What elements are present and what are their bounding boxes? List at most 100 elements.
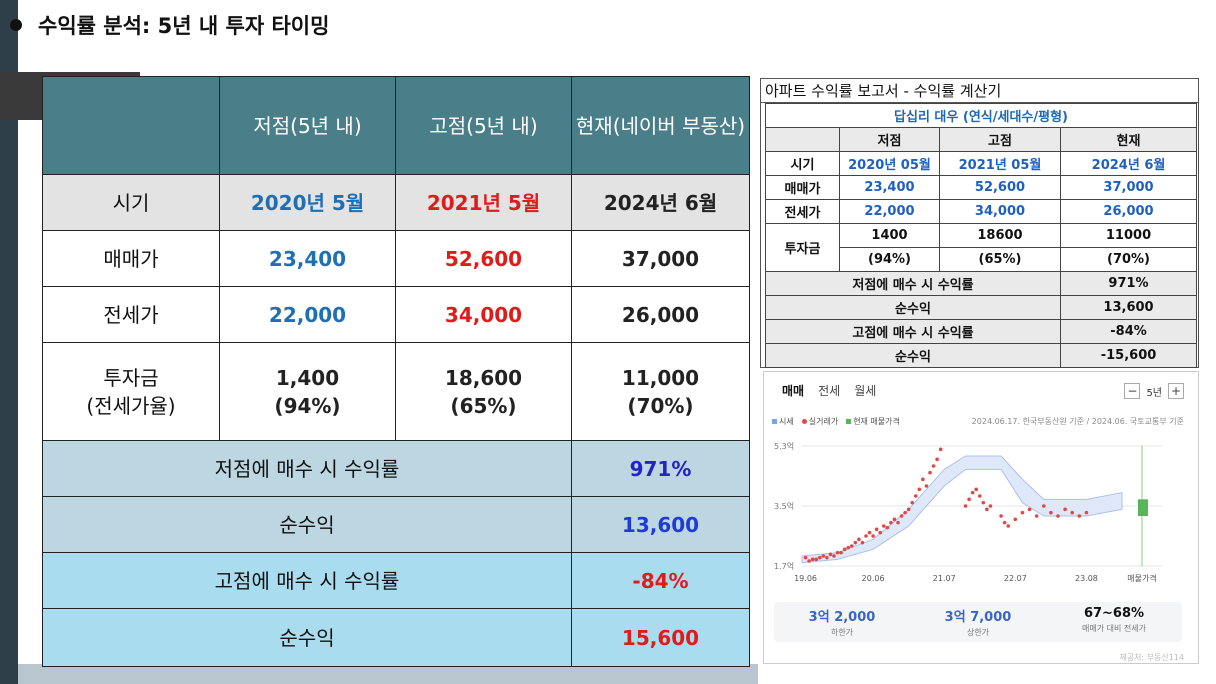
transaction-point xyxy=(924,484,929,488)
cell-now-amount: 11,000 xyxy=(621,365,700,390)
yield-comparison-table: 저점(5년 내) 고점(5년 내) 현재(네이버 부동산) 시기 2020년 5… xyxy=(42,76,750,667)
transaction-point xyxy=(985,507,989,512)
calc-header: 고점 xyxy=(939,127,1061,152)
transaction-point xyxy=(931,464,936,468)
header-empty xyxy=(42,76,220,175)
summary-row-high-yield: 고점에 매수 시 수익률 -84% xyxy=(42,552,750,609)
period-control: − 5년 + xyxy=(1124,383,1184,399)
x-tick-label: 19.06 xyxy=(794,574,817,583)
transaction-point xyxy=(1070,510,1075,515)
transaction-point xyxy=(860,540,865,545)
transaction-point xyxy=(1049,510,1053,515)
header-low: 저점(5년 내) xyxy=(219,76,396,175)
slide-title: 수익률 분석: 5년 내 투자 타이밍 xyxy=(38,14,330,38)
row-label: 투자금 (전세가율) xyxy=(42,342,220,441)
summary-label: 순수익 xyxy=(42,608,572,667)
calc-subtitle: 답십리 대우 (연식/세대수/평형) xyxy=(764,103,1198,128)
calc-cell: 26,000 xyxy=(1059,199,1198,224)
calc-cell: 18600 xyxy=(939,223,1061,248)
cell-high-amount: 18,600 xyxy=(444,365,523,390)
summary-label: 저점에 매수 시 수익률 xyxy=(42,440,572,497)
calc-summary-value: -84% xyxy=(1059,319,1198,344)
transaction-point xyxy=(817,555,822,560)
calc-cell: 11000 xyxy=(1059,223,1198,248)
table-row-invest: 투자금 (전세가율) 1,400 (94%) 18,600 (65%) 11,0… xyxy=(42,342,750,441)
x-tick-label: 21.07 xyxy=(933,574,956,583)
chart-footnote: 제공처: 부동산114 xyxy=(1119,653,1184,662)
transaction-point xyxy=(874,527,879,532)
cell-low: 22,000 xyxy=(219,286,396,343)
transaction-point xyxy=(839,550,843,555)
tab-monthly[interactable]: 월세 xyxy=(854,384,877,398)
slide-decor-bottom xyxy=(18,664,758,684)
calc-row-key: 시기 xyxy=(765,151,840,176)
calc-cell: 2021년 05월 xyxy=(939,151,1061,176)
calc-cell: 1400 xyxy=(839,223,940,248)
summary-value: 13,600 xyxy=(571,496,750,553)
transaction-point xyxy=(921,477,925,482)
bullet-icon xyxy=(10,19,22,31)
row-label: 매매가 xyxy=(42,230,220,287)
transaction-point xyxy=(1020,510,1025,515)
transaction-point xyxy=(899,514,904,518)
summary-value: 15,600 xyxy=(571,608,750,667)
y-tick-label: 5.3억 xyxy=(774,441,794,451)
transaction-point xyxy=(974,487,979,492)
summary-value: -84% xyxy=(571,552,750,609)
calc-row-key: 투자금 xyxy=(765,223,840,272)
calc-cell: 22,000 xyxy=(839,199,940,224)
transaction-point xyxy=(849,544,854,548)
legend-item: 시세 xyxy=(772,416,794,427)
transaction-point xyxy=(1056,514,1060,518)
transaction-point xyxy=(977,494,982,498)
transaction-point xyxy=(938,447,943,452)
transaction-point xyxy=(803,555,808,560)
transaction-point xyxy=(814,557,819,562)
transaction-point xyxy=(864,534,868,538)
calc-row-key: 매매가 xyxy=(765,175,840,200)
calc-summary-key: 저점에 매수 시 수익률 xyxy=(765,271,1061,296)
cell-high: 2021년 5월 xyxy=(395,174,572,231)
transaction-point xyxy=(906,507,911,512)
cell-now: 37,000 xyxy=(571,230,750,287)
transaction-point xyxy=(853,540,858,545)
transaction-point xyxy=(842,547,847,552)
stat-low: 3억 2,000 하한가 xyxy=(808,610,876,637)
legend-item: 실거래가 xyxy=(801,416,838,427)
calc-header: 저점 xyxy=(839,127,940,152)
transaction-point xyxy=(903,510,907,515)
row-label: 시기 xyxy=(42,174,220,231)
transaction-point xyxy=(1084,510,1089,515)
table-header-row: 저점(5년 내) 고점(5년 내) 현재(네이버 부동산) xyxy=(42,76,750,175)
transaction-point xyxy=(970,490,975,495)
x-tick-label: 매물가격 xyxy=(1127,573,1156,583)
tab-jeonse[interactable]: 전세 xyxy=(818,384,841,398)
calc-summary-key: 순수익 xyxy=(765,343,1061,368)
cell-low: 1,400 (94%) xyxy=(219,342,396,441)
cell-high-ratio: (65%) xyxy=(450,393,517,418)
summary-label: 고점에 매수 시 수익률 xyxy=(42,552,572,609)
tab-sale[interactable]: 매매 xyxy=(782,384,805,398)
cell-now: 11,000 (70%) xyxy=(571,342,750,441)
transaction-point xyxy=(913,494,918,498)
calc-summary-value: 971% xyxy=(1059,271,1198,296)
slide-decor-left-outer xyxy=(0,0,18,684)
transaction-point xyxy=(828,552,833,557)
period-label: 5년 xyxy=(1146,387,1162,399)
period-minus-button[interactable]: − xyxy=(1124,383,1141,399)
period-plus-button[interactable]: + xyxy=(1168,383,1184,399)
calc-summary-value: -15,600 xyxy=(1059,343,1198,368)
calc-summary-key: 고점에 매수 시 수익률 xyxy=(765,319,1061,344)
cell-low: 2020년 5월 xyxy=(219,174,396,231)
transaction-point xyxy=(910,500,915,505)
calc-cell: 34,000 xyxy=(939,199,1061,224)
transaction-point xyxy=(810,557,815,562)
x-tick-label: 20.06 xyxy=(862,574,885,583)
transaction-point xyxy=(821,554,826,558)
calc-table: 답십리 대우 (연식/세대수/평형) 저점 고점 현재 시기 2020년 05월… xyxy=(764,103,1198,368)
yield-calculator-panel: 아파트 수익률 보고서 - 수익률 계산기 답십리 대우 (연식/세대수/평형)… xyxy=(760,78,1199,368)
chart-stats: 3억 2,000 하한가 3억 7,000 상한가 67~68% 매매가 대비 … xyxy=(774,602,1182,642)
stat-high: 3억 7,000 상한가 xyxy=(944,610,1012,637)
calc-summary-value: 13,600 xyxy=(1059,295,1198,320)
cell-now: 2024년 6월 xyxy=(571,174,750,231)
